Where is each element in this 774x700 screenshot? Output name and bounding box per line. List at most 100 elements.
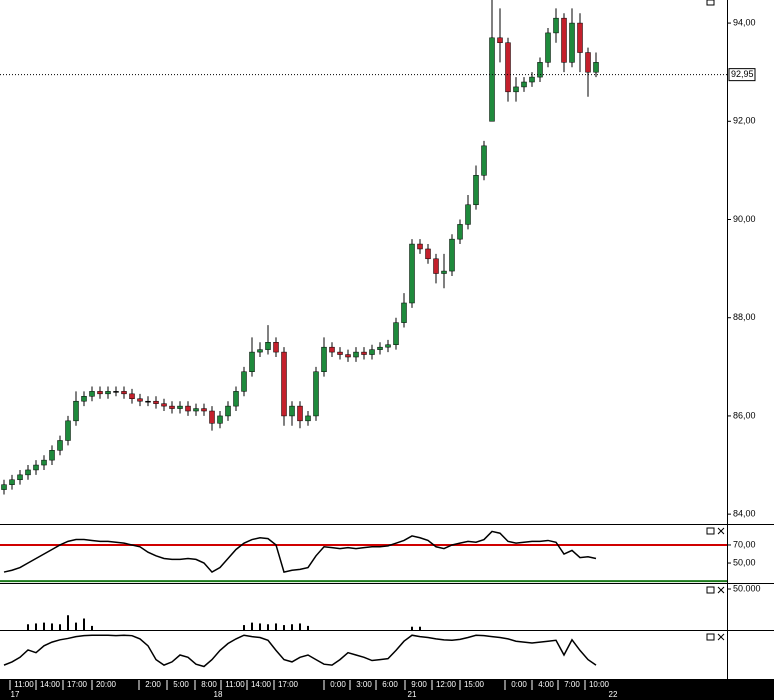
candle-body bbox=[449, 238, 455, 272]
candle-body bbox=[569, 22, 575, 63]
candle-body bbox=[297, 405, 303, 422]
candle-body bbox=[185, 405, 191, 412]
y-tick-label: 86,00 bbox=[733, 410, 756, 420]
last-price-label: 92,95 bbox=[731, 69, 754, 79]
candle-body bbox=[25, 469, 31, 476]
candle-body bbox=[537, 62, 543, 78]
candle-body bbox=[521, 81, 527, 88]
volume-bar bbox=[283, 625, 285, 630]
candle-body bbox=[161, 403, 167, 407]
candle-body bbox=[137, 398, 143, 402]
candle-body bbox=[409, 243, 415, 304]
volume-bar bbox=[419, 626, 421, 630]
candle-body bbox=[65, 420, 71, 441]
time-label: 7:00 bbox=[564, 680, 580, 689]
candle-body bbox=[321, 346, 327, 372]
candle-body bbox=[329, 346, 335, 353]
time-label: 11:00 bbox=[14, 680, 34, 689]
candle-body bbox=[49, 450, 55, 461]
last-price-box bbox=[728, 68, 756, 82]
candle-body bbox=[353, 351, 359, 358]
time-label: 2:00 bbox=[145, 680, 161, 689]
candle-body bbox=[257, 349, 263, 353]
volume-bar bbox=[267, 624, 269, 630]
day-label: 18 bbox=[214, 690, 223, 699]
volume-bar bbox=[291, 624, 293, 630]
time-label: 17:00 bbox=[278, 680, 299, 689]
time-label: 14:00 bbox=[40, 680, 61, 689]
candle-body bbox=[57, 440, 63, 451]
candle-body bbox=[273, 342, 279, 353]
volume-bar bbox=[43, 622, 45, 630]
y-tick-label: 70,00 bbox=[733, 539, 756, 549]
volume-bar bbox=[91, 625, 93, 630]
candle-body bbox=[209, 410, 215, 424]
time-label: 14:00 bbox=[251, 680, 272, 689]
candle-body bbox=[201, 408, 207, 412]
candle-body bbox=[417, 243, 423, 250]
candle-body bbox=[17, 474, 23, 481]
candle-body bbox=[265, 342, 271, 350]
candle-body bbox=[305, 415, 311, 422]
candle-body bbox=[593, 62, 599, 73]
time-label: 8:00 bbox=[201, 680, 217, 689]
time-axis bbox=[0, 680, 774, 700]
candle-body bbox=[497, 37, 503, 43]
volume-bar bbox=[67, 615, 69, 630]
candle-body bbox=[561, 17, 567, 63]
candle-body bbox=[337, 351, 343, 355]
day-label: 17 bbox=[11, 690, 20, 699]
time-label: 20:00 bbox=[96, 680, 117, 689]
time-label: 0:00 bbox=[511, 680, 527, 689]
candle-body bbox=[401, 302, 407, 323]
time-label: 6:00 bbox=[382, 680, 398, 689]
time-label: 17:00 bbox=[67, 680, 88, 689]
y-tick-label: 50,00 bbox=[733, 557, 756, 567]
candle-body bbox=[529, 76, 535, 83]
y-tick-label: 84,00 bbox=[733, 509, 756, 519]
panel-button[interactable] bbox=[706, 0, 715, 6]
volume-bar bbox=[307, 625, 309, 630]
candle-body bbox=[377, 346, 383, 350]
candle-body bbox=[169, 405, 175, 409]
time-label: 3:00 bbox=[356, 680, 372, 689]
candle-body bbox=[41, 459, 47, 466]
candle-body bbox=[465, 204, 471, 225]
y-tick-label: 94,00 bbox=[733, 17, 756, 27]
candle-body bbox=[249, 351, 255, 372]
day-label: 22 bbox=[609, 690, 618, 699]
candle-body bbox=[33, 464, 39, 471]
volume-bar bbox=[51, 623, 53, 630]
candle-body bbox=[145, 400, 151, 403]
candle-body bbox=[385, 344, 391, 348]
candle-body bbox=[9, 479, 15, 485]
time-label: 12:00 bbox=[436, 680, 457, 689]
candle-body bbox=[129, 393, 135, 399]
candle-body bbox=[313, 371, 319, 417]
time-label: 11:00 bbox=[225, 680, 245, 689]
candle-body bbox=[289, 405, 295, 417]
candle-body bbox=[369, 349, 375, 355]
candle-body bbox=[585, 52, 591, 73]
volume-bar bbox=[251, 622, 253, 630]
candle-body bbox=[113, 391, 119, 393]
candle-body bbox=[97, 391, 103, 395]
volume-bar bbox=[35, 623, 37, 630]
candle-body bbox=[153, 400, 159, 404]
y-tick-label: 92,00 bbox=[733, 116, 756, 126]
candle-body bbox=[473, 175, 479, 206]
y-tick-label: 90,00 bbox=[733, 214, 756, 224]
indicator-line bbox=[3, 634, 597, 668]
time-label: 10:00 bbox=[589, 680, 610, 689]
candle-body bbox=[345, 354, 351, 358]
candle-body bbox=[233, 391, 239, 407]
volume-bar bbox=[75, 622, 77, 630]
candle-body bbox=[425, 248, 431, 260]
candle-body bbox=[505, 42, 511, 93]
candle-body bbox=[1, 484, 7, 490]
indicator-line bbox=[3, 530, 597, 574]
day-label: 21 bbox=[408, 690, 417, 699]
volume-bar bbox=[275, 623, 277, 630]
